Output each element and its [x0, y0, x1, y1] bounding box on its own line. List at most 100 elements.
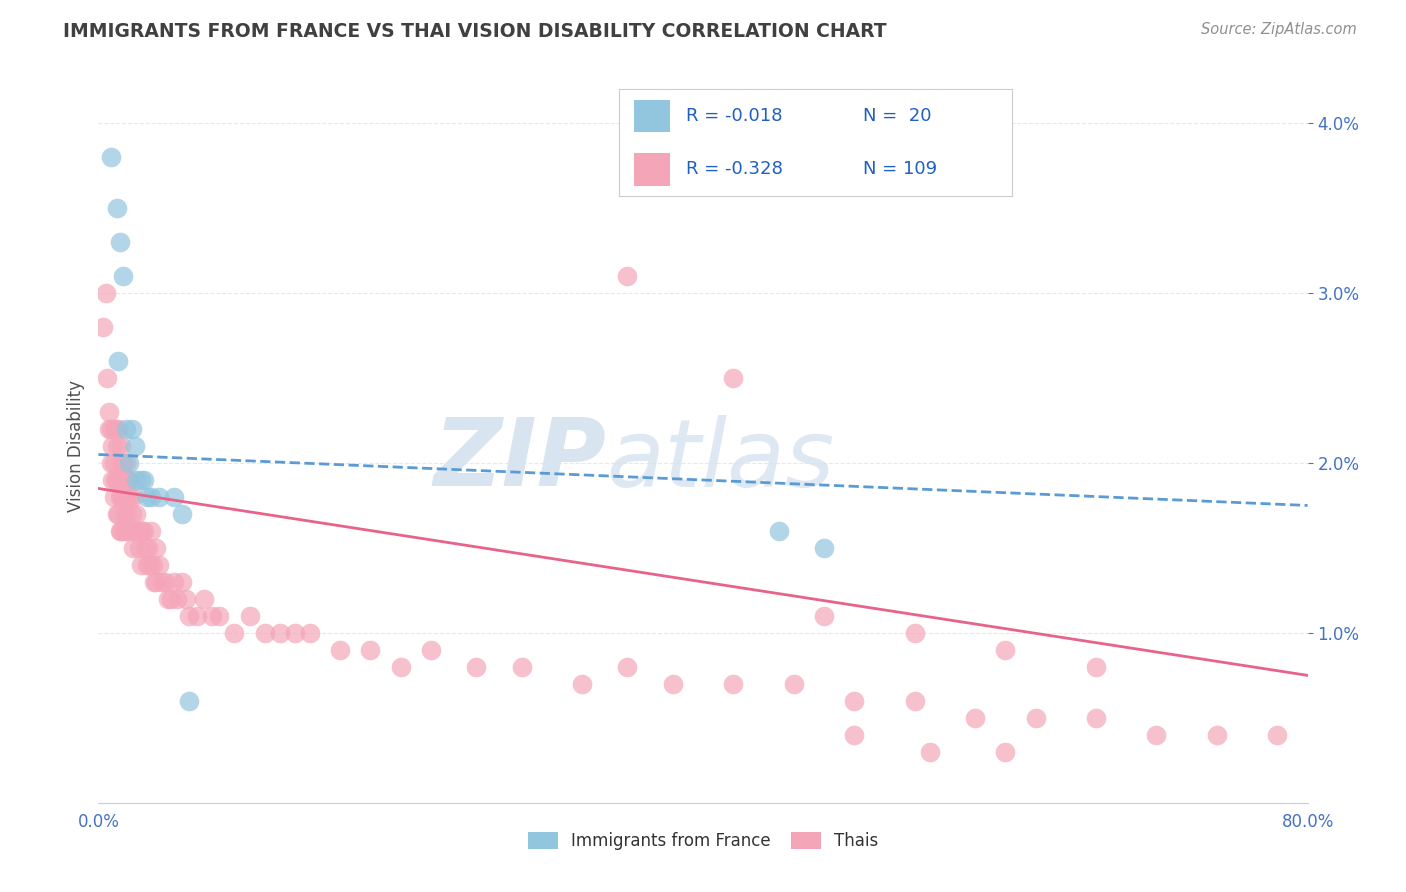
Point [122, 490, 145, 504]
Point [166, 591, 188, 606]
Point [134, 541, 156, 555]
Point [111, 269, 134, 284]
Point [1267, 728, 1289, 742]
Point [98, 422, 121, 436]
Point [186, 608, 208, 623]
Point [104, 422, 127, 436]
Point [122, 541, 145, 555]
Point [224, 626, 246, 640]
Point [141, 490, 163, 504]
Point [125, 507, 148, 521]
Point [100, 150, 122, 164]
Point [108, 456, 131, 470]
Text: Source: ZipAtlas.com: Source: ZipAtlas.com [1201, 22, 1357, 37]
Point [360, 643, 382, 657]
Point [145, 541, 167, 555]
Text: ZIP: ZIP [433, 414, 606, 507]
Point [420, 643, 443, 657]
Point [103, 490, 125, 504]
Point [1085, 660, 1108, 674]
Point [114, 456, 136, 470]
Point [844, 728, 866, 742]
Point [127, 524, 149, 538]
Point [105, 473, 128, 487]
Point [139, 558, 162, 572]
Text: N = 109: N = 109 [863, 161, 936, 178]
Point [129, 473, 152, 487]
Point [269, 626, 291, 640]
Point [616, 660, 638, 674]
Point [844, 694, 866, 708]
Point [201, 608, 224, 623]
Point [114, 524, 136, 538]
Point [918, 745, 941, 759]
Text: N =  20: N = 20 [863, 107, 931, 125]
Point [110, 524, 132, 538]
Point [193, 591, 215, 606]
Point [98, 405, 121, 419]
Point [101, 439, 124, 453]
Point [111, 524, 134, 538]
Point [136, 541, 159, 555]
Point [174, 591, 197, 606]
Point [465, 660, 488, 674]
Point [1024, 711, 1046, 725]
Point [156, 591, 179, 606]
Point [118, 524, 141, 538]
Point [239, 608, 262, 623]
Point [105, 201, 128, 215]
Point [121, 507, 143, 521]
Point [170, 574, 193, 589]
Point [148, 490, 170, 504]
FancyBboxPatch shape [634, 153, 669, 186]
Point [616, 269, 638, 284]
Point [904, 626, 927, 640]
Point [128, 541, 150, 555]
Point [170, 507, 193, 521]
Point [1085, 711, 1108, 725]
Point [813, 541, 835, 555]
Point [723, 371, 745, 385]
Point [143, 574, 166, 589]
Point [299, 626, 322, 640]
Point [105, 439, 128, 453]
Point [148, 558, 170, 572]
Point [100, 422, 122, 436]
Point [1144, 728, 1167, 742]
Point [121, 524, 143, 538]
Point [91, 320, 114, 334]
Point [389, 660, 412, 674]
Point [118, 456, 141, 470]
Y-axis label: Vision Disability: Vision Disability [66, 380, 84, 512]
Point [163, 574, 186, 589]
Text: IMMIGRANTS FROM FRANCE VS THAI VISION DISABILITY CORRELATION CHART: IMMIGRANTS FROM FRANCE VS THAI VISION DI… [63, 22, 887, 41]
Point [110, 439, 132, 453]
Point [107, 354, 129, 368]
Point [150, 574, 173, 589]
Point [284, 626, 307, 640]
Point [108, 524, 131, 538]
Point [108, 235, 131, 249]
Point [994, 745, 1017, 759]
Point [965, 711, 987, 725]
Point [131, 524, 153, 538]
Point [115, 507, 138, 521]
Point [104, 473, 127, 487]
Point [103, 456, 125, 470]
Point [145, 574, 167, 589]
Text: R = -0.328: R = -0.328 [686, 161, 783, 178]
Point [103, 422, 125, 436]
Point [179, 694, 201, 708]
Point [723, 677, 745, 691]
Point [111, 490, 134, 504]
Point [253, 626, 276, 640]
Point [994, 643, 1017, 657]
Point [571, 677, 593, 691]
Point [129, 558, 152, 572]
Point [661, 677, 683, 691]
Text: atlas: atlas [606, 415, 835, 506]
Point [115, 473, 138, 487]
Point [208, 608, 231, 623]
Point [129, 524, 152, 538]
Point [108, 490, 131, 504]
